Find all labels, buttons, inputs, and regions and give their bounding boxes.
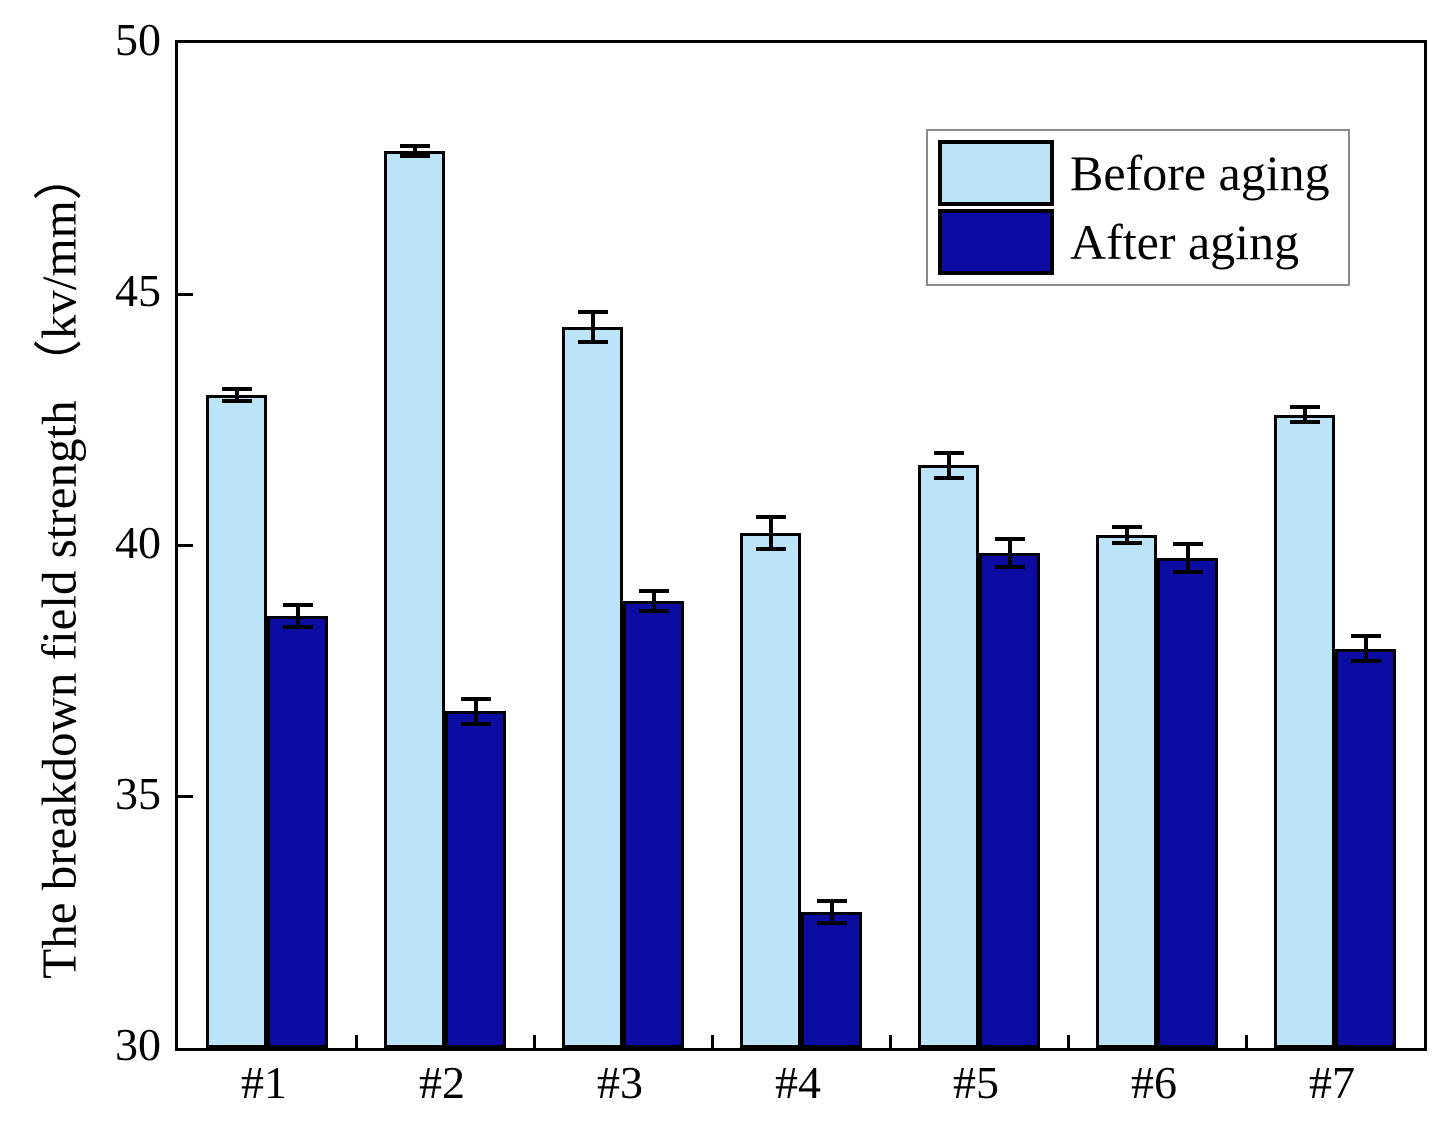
x-axis-tick bbox=[888, 1035, 892, 1048]
error-bar-cap bbox=[282, 624, 313, 629]
error-bar bbox=[946, 452, 951, 478]
y-axis-tick bbox=[178, 544, 193, 547]
error-bar-cap bbox=[1172, 569, 1203, 574]
error-bar-cap bbox=[1172, 542, 1203, 547]
error-bar-cap bbox=[577, 309, 608, 314]
bar-before-aging-1 bbox=[206, 394, 267, 1048]
x-axis-tick bbox=[354, 1035, 358, 1048]
bar-before-aging-7 bbox=[1274, 414, 1335, 1048]
error-bar-cap bbox=[638, 608, 669, 613]
error-bar-cap bbox=[1350, 633, 1381, 638]
bar-before-aging-5 bbox=[918, 465, 979, 1048]
error-bar bbox=[590, 311, 595, 342]
bar-after-aging-5 bbox=[979, 553, 1040, 1048]
x-tick-label-7: #7 bbox=[1309, 1057, 1355, 1108]
error-bar-cap bbox=[399, 154, 430, 159]
error-bar-cap bbox=[221, 386, 252, 391]
error-bar-cap bbox=[933, 450, 964, 455]
error-bar bbox=[234, 388, 239, 401]
legend-swatch-before-aging bbox=[938, 140, 1054, 206]
error-bar-cap bbox=[638, 588, 669, 593]
x-tick-label-6: #6 bbox=[1131, 1057, 1177, 1108]
y-tick-label-45: 45 bbox=[115, 265, 161, 317]
error-bar bbox=[295, 604, 300, 627]
error-bar-cap bbox=[1289, 420, 1320, 425]
y-tick-label-35: 35 bbox=[115, 767, 161, 819]
error-bar bbox=[1124, 527, 1129, 544]
x-tick-label-2: #2 bbox=[419, 1057, 465, 1108]
error-bar bbox=[651, 590, 656, 611]
error-bar bbox=[1363, 635, 1368, 662]
error-bar bbox=[1007, 539, 1012, 567]
legend-label-after-aging: After aging bbox=[1070, 214, 1300, 270]
error-bar-cap bbox=[755, 547, 786, 552]
error-bar-cap bbox=[221, 398, 252, 403]
plot-area: Before aging After aging bbox=[175, 40, 1427, 1051]
x-tick-label-4: #4 bbox=[775, 1057, 821, 1108]
x-axis-tick bbox=[1066, 1035, 1070, 1048]
x-tick-label-1: #1 bbox=[241, 1057, 287, 1108]
error-bar-cap bbox=[1289, 405, 1320, 410]
bar-after-aging-1 bbox=[267, 615, 328, 1048]
bar-after-aging-6 bbox=[1157, 558, 1218, 1048]
y-tick-label-30: 30 bbox=[115, 1019, 161, 1070]
error-bar bbox=[412, 146, 417, 157]
legend-item-after-aging: After aging bbox=[938, 209, 1348, 275]
legend: Before aging After aging bbox=[926, 129, 1350, 286]
error-bar-cap bbox=[816, 899, 847, 904]
error-bar bbox=[473, 698, 478, 724]
y-axis-tick bbox=[178, 292, 193, 296]
error-bar-cap bbox=[399, 144, 430, 148]
y-tick-label-50: 50 bbox=[115, 14, 161, 65]
legend-label-before-aging: Before aging bbox=[1070, 145, 1330, 201]
bar-before-aging-3 bbox=[562, 326, 623, 1048]
legend-swatch-after-aging bbox=[938, 209, 1054, 275]
error-bar-cap bbox=[1111, 525, 1142, 530]
bar-after-aging-4 bbox=[801, 912, 862, 1048]
bar-before-aging-6 bbox=[1096, 535, 1157, 1048]
error-bar-cap bbox=[994, 537, 1025, 542]
y-axis-tick bbox=[178, 795, 193, 799]
error-bar-cap bbox=[933, 475, 964, 480]
error-bar-cap bbox=[460, 696, 491, 701]
error-bar-cap bbox=[816, 921, 847, 926]
bar-before-aging-4 bbox=[740, 532, 801, 1048]
error-bar-cap bbox=[460, 721, 491, 726]
bar-before-aging-2 bbox=[384, 151, 445, 1048]
error-bar-cap bbox=[1111, 541, 1142, 546]
x-axis-tick bbox=[710, 1035, 714, 1048]
error-bar bbox=[829, 901, 834, 924]
bar-after-aging-2 bbox=[445, 711, 506, 1048]
error-bar bbox=[1302, 407, 1307, 423]
x-tick-label-3: #3 bbox=[597, 1057, 643, 1108]
error-bar bbox=[1185, 544, 1190, 572]
error-bar-cap bbox=[577, 339, 608, 344]
x-axis-tick bbox=[1244, 1035, 1248, 1048]
y-tick-label-40: 40 bbox=[115, 516, 161, 568]
x-tick-label-5: #5 bbox=[953, 1057, 999, 1108]
error-bar-cap bbox=[755, 514, 786, 519]
legend-item-before-aging: Before aging bbox=[938, 140, 1348, 206]
error-bar-cap bbox=[994, 564, 1025, 569]
error-bar-cap bbox=[282, 602, 313, 607]
error-bar-cap bbox=[1350, 659, 1381, 664]
error-bar bbox=[768, 516, 773, 549]
bar-after-aging-3 bbox=[623, 600, 684, 1048]
bar-after-aging-7 bbox=[1335, 648, 1396, 1048]
x-axis-tick bbox=[532, 1035, 536, 1048]
